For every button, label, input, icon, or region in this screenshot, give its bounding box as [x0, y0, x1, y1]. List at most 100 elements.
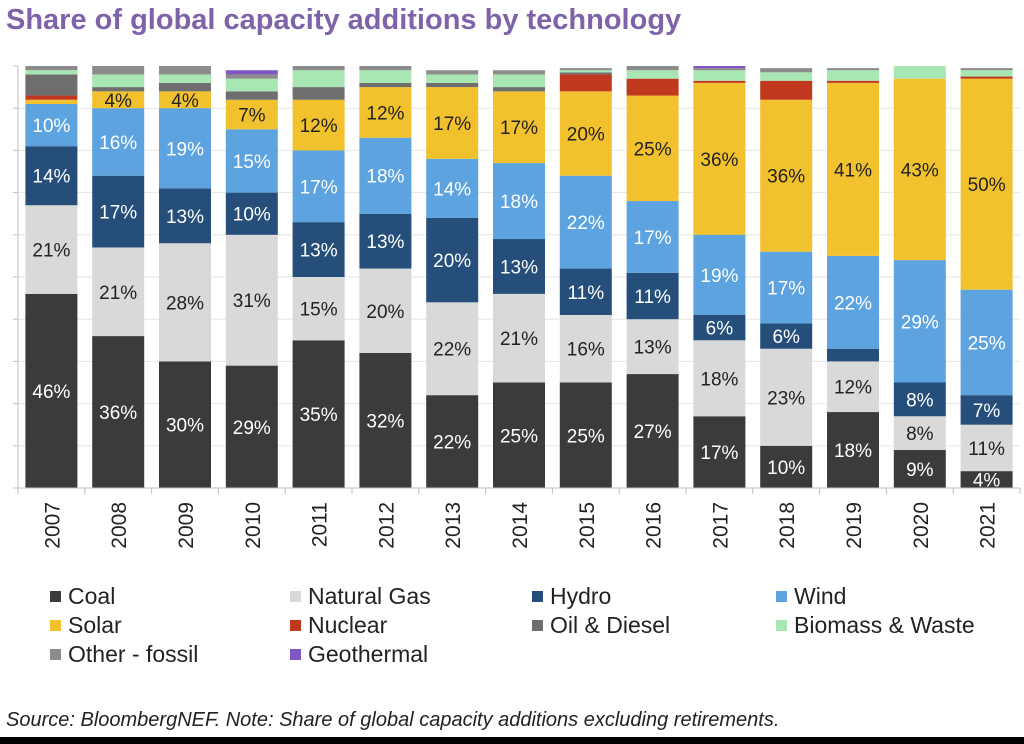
bar-segment-biomass-waste [292, 70, 345, 88]
bar-segment-natural-gas [159, 243, 211, 362]
bar-segment-biomass-waste [827, 70, 879, 81]
legend-label: Solar [68, 611, 122, 638]
bar-segment-biomass-waste [426, 74, 479, 83]
data-label: 18% [700, 369, 738, 390]
legend-item: Wind [776, 582, 1020, 610]
data-label: 43% [901, 160, 939, 181]
bar-segment-coal [893, 450, 946, 488]
bar-segment-natural-gas [960, 424, 1013, 472]
data-label: 20% [567, 125, 605, 146]
bar-segment-hydro [25, 146, 78, 206]
data-label: 22% [834, 293, 872, 314]
bar-segment-other-fossil [626, 66, 679, 71]
data-label: 25% [500, 426, 538, 447]
bar-segment-hydro [626, 272, 679, 320]
bar-segment-natural-gas [92, 247, 145, 337]
legend-swatch [50, 590, 61, 602]
bar-segment-solar [960, 78, 1013, 290]
bar-segment-nuclear [559, 74, 612, 92]
bar-segment-solar [359, 87, 412, 138]
data-label: 15% [233, 152, 271, 173]
legend-label: Wind [794, 582, 847, 609]
bar-segment-natural-gas [426, 302, 479, 396]
bar-segment-wind [359, 137, 412, 214]
bar-segment-biomass-waste [893, 66, 946, 79]
data-label: 9% [906, 460, 934, 481]
bar-segment-solar [559, 91, 612, 176]
bar-segment-biomass-waste [159, 74, 211, 83]
data-label: 7% [238, 106, 266, 127]
bar-segment-wind [559, 175, 612, 269]
bar-segment-solar [493, 91, 545, 164]
data-label: 13% [366, 232, 404, 253]
bar-segment-wind [426, 158, 479, 218]
bar-segment-hydro [159, 188, 211, 244]
data-label: 18% [500, 192, 538, 213]
data-label: 6% [772, 327, 800, 348]
bar-segment-other-fossil [827, 68, 879, 71]
data-label: 27% [634, 422, 672, 443]
bar-segment-natural-gas [292, 277, 345, 341]
bar-segment-coal [225, 365, 278, 488]
bar-segment-solar [426, 87, 479, 159]
bar-segment-hydro [693, 314, 746, 341]
data-label: 11% [567, 283, 604, 304]
bar-segment-other-fossil [960, 68, 1013, 71]
legend-swatch [532, 619, 543, 631]
data-label: 13% [634, 338, 672, 359]
data-label: 22% [567, 213, 605, 234]
legend-swatch [776, 619, 787, 631]
bar-segment-biomass-waste [559, 70, 612, 73]
bar-segment-biomass-waste [760, 72, 813, 81]
bar-segment-nuclear [25, 95, 78, 100]
bar-segment-geothermal [225, 70, 278, 75]
chart-title: Share of global capacity additions by te… [6, 4, 682, 36]
bar-segment-natural-gas [827, 361, 879, 413]
legend-label: Other - fossil [68, 640, 199, 667]
data-label: 41% [834, 160, 872, 181]
bar-segment-wind [960, 289, 1013, 396]
legend-item: Natural Gas [290, 582, 532, 610]
bar-segment-oil-diesel [159, 82, 211, 92]
bar-segment-hydro [92, 175, 145, 248]
x-tick-label: 2009 [175, 502, 198, 549]
bar-segment-hydro [292, 222, 345, 277]
bar-segment-coal [359, 352, 412, 488]
x-axis: 2007 2008 2009 2010 2011 2012 2013 2014 2015 2016… [13, 65, 1021, 549]
legend-label: Hydro [550, 582, 612, 609]
bar-segment-nuclear [760, 80, 813, 100]
data-label: 31% [233, 291, 271, 312]
bar-segment-coal [92, 336, 145, 488]
bar-segment-oil-diesel [225, 91, 278, 100]
bar-segment-other-fossil [760, 68, 813, 73]
bar-segment-hydro [893, 382, 946, 417]
bar-segment-nuclear [626, 78, 679, 96]
legend-label: Natural Gas [308, 582, 431, 609]
x-tick-label: 2019 [843, 502, 866, 549]
bar-segment-oil-diesel [292, 87, 345, 100]
bar-segment-natural-gas [225, 234, 278, 366]
data-label: 16% [567, 340, 605, 361]
data-label: 29% [233, 418, 271, 439]
data-label: 17% [634, 228, 672, 249]
x-tick-label: 2021 [977, 502, 1000, 549]
bar-segment-solar [292, 99, 345, 151]
source-note: Source: BloombergNEF. Note: Share of glo… [6, 709, 780, 731]
data-label: 13% [300, 241, 338, 262]
x-tick-label: 2016 [643, 502, 666, 549]
bar-segment-nuclear [827, 80, 879, 83]
bar-segment-other-fossil [426, 70, 479, 75]
bar-segment-other-fossil [292, 66, 345, 71]
legend-swatch [776, 590, 787, 602]
bar-segment-hydro [827, 348, 879, 362]
x-tick-label: 2011 [309, 502, 332, 547]
data-label: 19% [700, 266, 738, 287]
bar-segment-coal [693, 416, 746, 488]
bar-segment-hydro [760, 323, 813, 349]
data-label: 22% [433, 433, 471, 454]
data-label: 10% [233, 205, 271, 226]
data-label: 35% [300, 405, 338, 426]
data-label: 22% [433, 340, 471, 361]
legend-swatch [50, 648, 61, 660]
legend-swatch [50, 619, 61, 631]
